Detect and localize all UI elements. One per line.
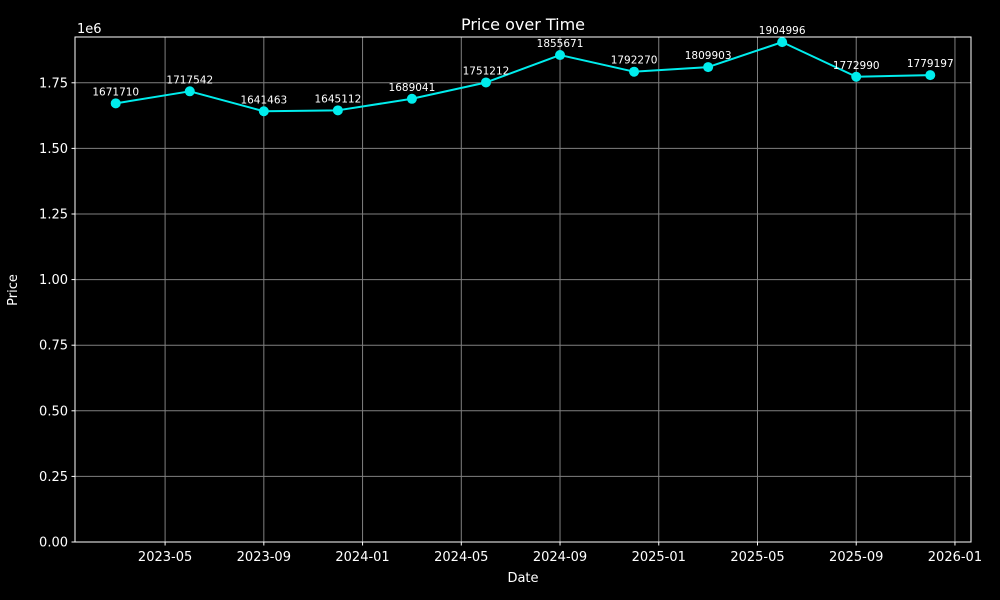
data-point-label: 1772990 — [833, 60, 880, 72]
data-point-label: 1809903 — [685, 50, 732, 62]
y-tick-label: 1.50 — [39, 142, 68, 157]
data-labels-layer: 1671710 1717542 1641463 1645112 1689041 17512… — [92, 25, 953, 106]
data-point — [777, 37, 788, 48]
y-tick-label: 1.25 — [39, 207, 68, 222]
data-point — [406, 93, 417, 104]
data-point — [480, 77, 491, 88]
x-axis-label: Date — [507, 571, 538, 586]
y-axis-label: Price — [6, 274, 21, 306]
y-axis-offset-text: 1e6 — [77, 22, 102, 37]
x-tick-label: 2024-01 — [335, 550, 389, 565]
data-point-label: 1717542 — [166, 74, 213, 86]
chart-title: Price over Time — [461, 15, 585, 34]
x-tick-label: 2025-01 — [632, 550, 686, 565]
price-line — [114, 41, 932, 113]
data-point — [110, 98, 121, 109]
data-point — [184, 86, 195, 97]
y-tick-label: 0.25 — [39, 470, 68, 485]
x-tick-label: 2026-01 — [928, 550, 982, 565]
x-tick-label: 2023-05 — [138, 550, 192, 565]
x-tick-label: 2025-09 — [829, 550, 883, 565]
y-tick-label: 1.75 — [39, 76, 68, 91]
series-layer — [110, 37, 936, 117]
data-point-label: 1792270 — [611, 55, 658, 67]
data-point-label: 1779197 — [907, 58, 954, 70]
plot-border — [74, 36, 972, 543]
x-tick-label: 2024-05 — [434, 550, 488, 565]
axes-layer: 2023-05 2023-09 2024-01 2024-05 2024-09 2025-… — [39, 76, 982, 565]
data-point — [851, 71, 862, 82]
y-tick-label: 0.00 — [39, 536, 68, 551]
grid-layer — [75, 37, 971, 542]
data-point-label: 1689041 — [389, 82, 436, 94]
x-tick-label: 2023-09 — [237, 550, 291, 565]
data-point — [258, 106, 269, 117]
data-point-label: 1904996 — [759, 25, 806, 37]
x-tick-label: 2025-05 — [730, 550, 784, 565]
data-point-label: 1645112 — [314, 93, 361, 105]
data-point — [555, 50, 566, 61]
y-tick-label: 0.50 — [39, 404, 68, 419]
data-point — [629, 66, 640, 77]
data-point — [703, 62, 714, 73]
y-tick-label: 1.00 — [39, 273, 68, 288]
data-point-label: 1671710 — [92, 86, 139, 98]
data-point-label: 1641463 — [240, 94, 287, 106]
data-point-label: 1751212 — [463, 65, 510, 77]
y-tick-label: 0.75 — [39, 339, 68, 354]
data-point — [925, 70, 936, 81]
x-tick-label: 2024-09 — [533, 550, 587, 565]
data-point — [332, 105, 343, 116]
data-point-label: 1855671 — [537, 38, 584, 50]
